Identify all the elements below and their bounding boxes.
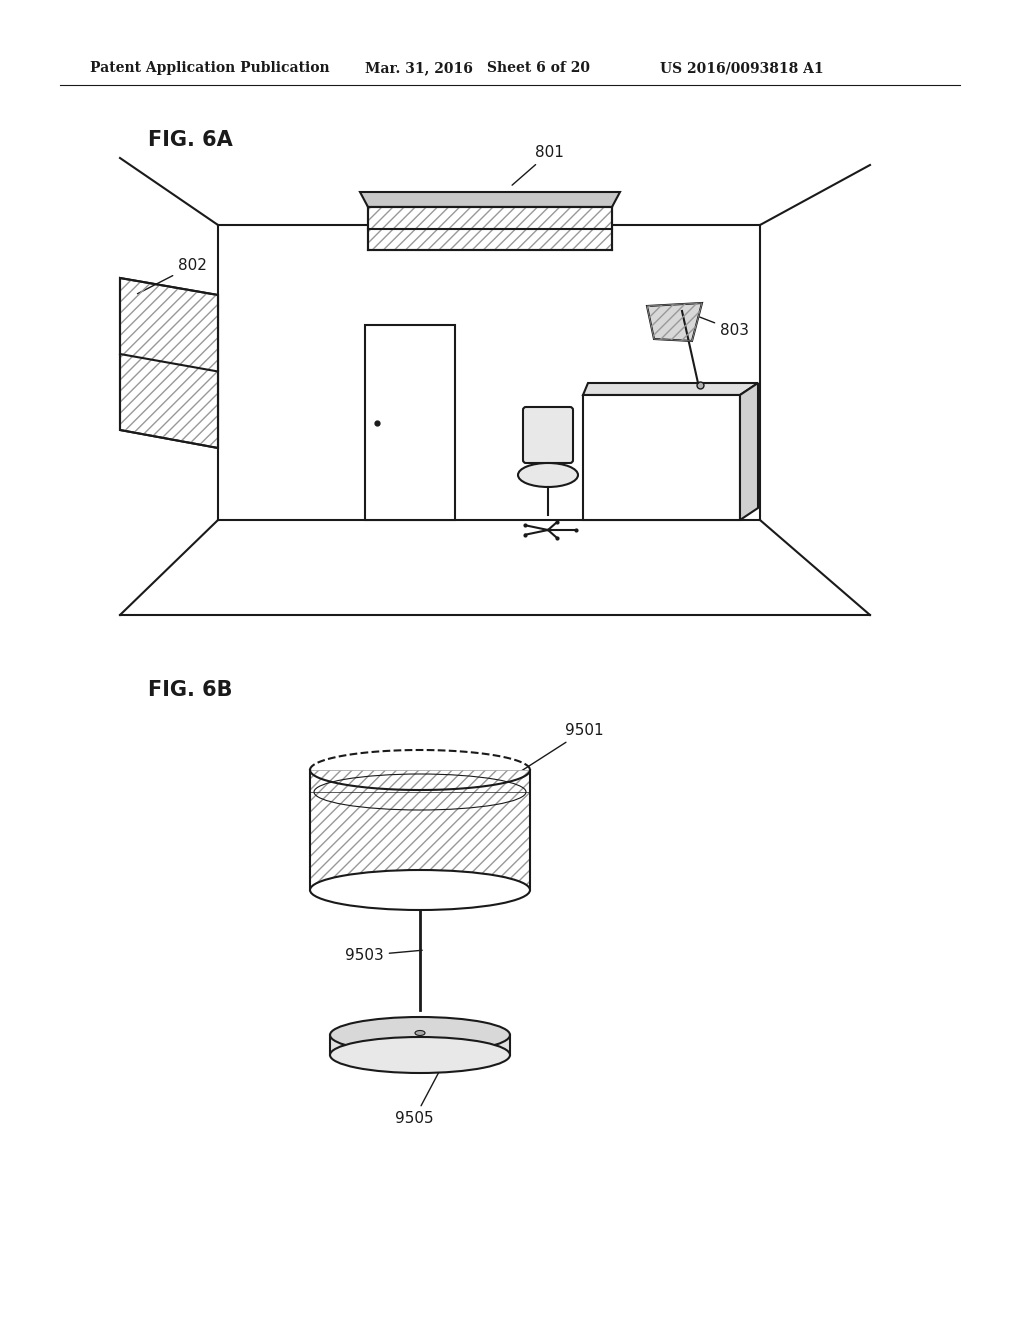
Polygon shape: [120, 279, 218, 447]
Polygon shape: [368, 207, 612, 249]
Text: Mar. 31, 2016: Mar. 31, 2016: [365, 61, 473, 75]
Text: US 2016/0093818 A1: US 2016/0093818 A1: [660, 61, 823, 75]
Text: 9503: 9503: [345, 948, 422, 964]
Ellipse shape: [518, 463, 578, 487]
Text: FIG. 6B: FIG. 6B: [148, 680, 232, 700]
Ellipse shape: [330, 1016, 510, 1053]
Ellipse shape: [415, 1031, 425, 1035]
Bar: [330, 1035, 510, 1055]
FancyBboxPatch shape: [523, 407, 573, 463]
Ellipse shape: [310, 870, 530, 909]
Polygon shape: [360, 191, 620, 207]
Text: 9505: 9505: [395, 1072, 438, 1126]
Bar: [310, 770, 530, 890]
Polygon shape: [647, 304, 702, 341]
Ellipse shape: [330, 1038, 510, 1073]
Text: Sheet 6 of 20: Sheet 6 of 20: [487, 61, 590, 75]
Text: Patent Application Publication: Patent Application Publication: [90, 61, 330, 75]
Polygon shape: [583, 395, 740, 520]
Bar: [365, 325, 455, 520]
Text: FIG. 6A: FIG. 6A: [148, 129, 232, 150]
Polygon shape: [583, 383, 758, 395]
Polygon shape: [740, 383, 758, 520]
Text: 801: 801: [512, 145, 564, 185]
Text: 802: 802: [137, 257, 207, 294]
Bar: [310, 770, 530, 890]
Text: 9501: 9501: [517, 723, 603, 774]
Text: 803: 803: [699, 317, 749, 338]
